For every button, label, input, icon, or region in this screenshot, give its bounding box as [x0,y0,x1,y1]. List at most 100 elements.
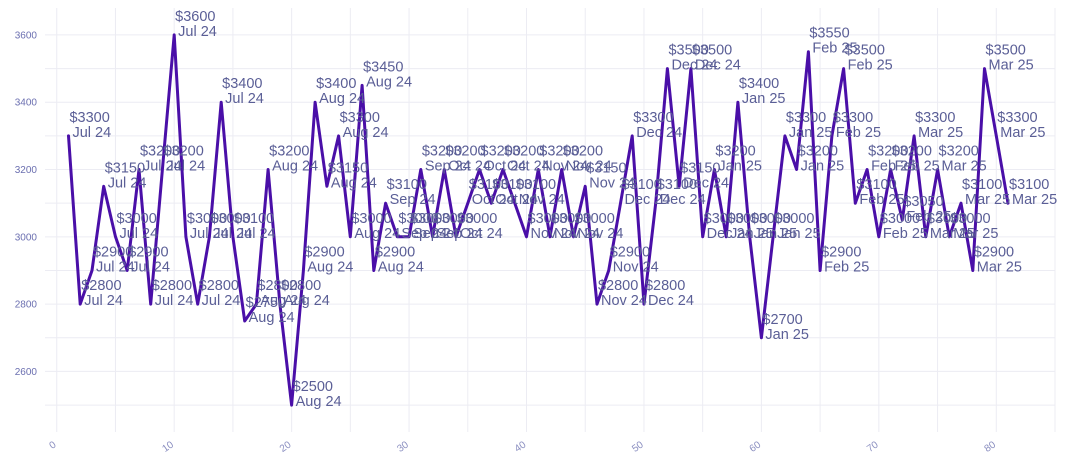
data-label-date: Sep 24 [390,192,436,208]
data-label-value: $3300 [633,110,673,126]
data-label-date: Aug 24 [296,394,342,410]
data-label-date: Feb 25 [883,226,928,242]
data-label-value: $3150 [328,160,368,176]
data-label-value: $3300 [340,110,380,126]
data-label-date: Nov 24 [601,293,647,309]
data-label-date: Dec 24 [648,293,694,309]
data-label-value: $3000 [116,211,156,227]
data-label-value: $2900 [974,244,1014,260]
data-label-date: Feb 25 [906,209,951,225]
data-label-value: $3000 [528,211,568,227]
data-label-date: Aug 24 [272,159,318,175]
data-label-value: $3000 [727,211,767,227]
data-label-date: Feb 25 [859,192,904,208]
data-label-value: $3000 [210,211,250,227]
data-label-value: $3200 [868,144,908,160]
data-label-value: $3300 [833,110,873,126]
data-label-value: $3200 [539,144,579,160]
data-label-value: $2700 [762,312,802,328]
data-label-value: $3200 [140,144,180,160]
data-label-date: Aug 24 [331,175,377,191]
x-axis: 0 10 20 30 40 50 60 70 80 [48,439,999,455]
data-label-value: $3200 [892,144,932,160]
data-label-date: Feb 25 [812,41,857,57]
data-label-value: $3000 [574,211,614,227]
data-label-date: Jul 24 [155,293,194,309]
x-tick-label: 50 [630,439,646,455]
data-label-value: $3450 [363,59,403,75]
y-tick-label: 3200 [15,165,38,176]
data-label-date: Jul 24 [72,125,111,141]
data-label-value: $3000 [398,211,438,227]
data-label-value: $2800 [645,278,685,294]
data-label-value: $3200 [481,144,521,160]
series-line [67,33,1010,407]
data-label-value: $3000 [457,211,497,227]
data-label-date: Oct 24 [472,192,515,208]
data-label-value: $3150 [105,160,145,176]
data-label-date: Sep 24 [437,226,483,242]
x-tick-label: 40 [513,439,529,455]
data-label-value: $2800 [257,278,297,294]
data-label-date: Nov 24 [589,175,635,191]
data-label-value: $3400 [222,76,262,92]
data-label-date: Jul 24 [84,293,123,309]
y-tick-label: 2800 [15,300,38,311]
data-label-value: $2800 [81,278,121,294]
data-label-value: $3300 [786,110,826,126]
data-label-date: Dec 24 [636,125,682,141]
data-label-date: Jul 24 [131,259,170,275]
y-axis: 2600 2800 3000 3200 3400 3600 [15,30,38,378]
data-label-date: Jul 24 [119,226,158,242]
data-label-date: Jan 25 [777,226,821,242]
data-label-value: $3150 [586,160,626,176]
x-tick-label: 20 [278,439,294,455]
data-label-date: Jan 25 [718,159,762,175]
data-label-date: Feb 25 [848,58,893,74]
data-label-value: $2800 [598,278,638,294]
data-label-date: Nov 24 [531,226,577,242]
data-label-value: $3100 [387,177,427,193]
data-label-date: Feb 25 [895,159,940,175]
data-label-value: $3000 [704,211,744,227]
